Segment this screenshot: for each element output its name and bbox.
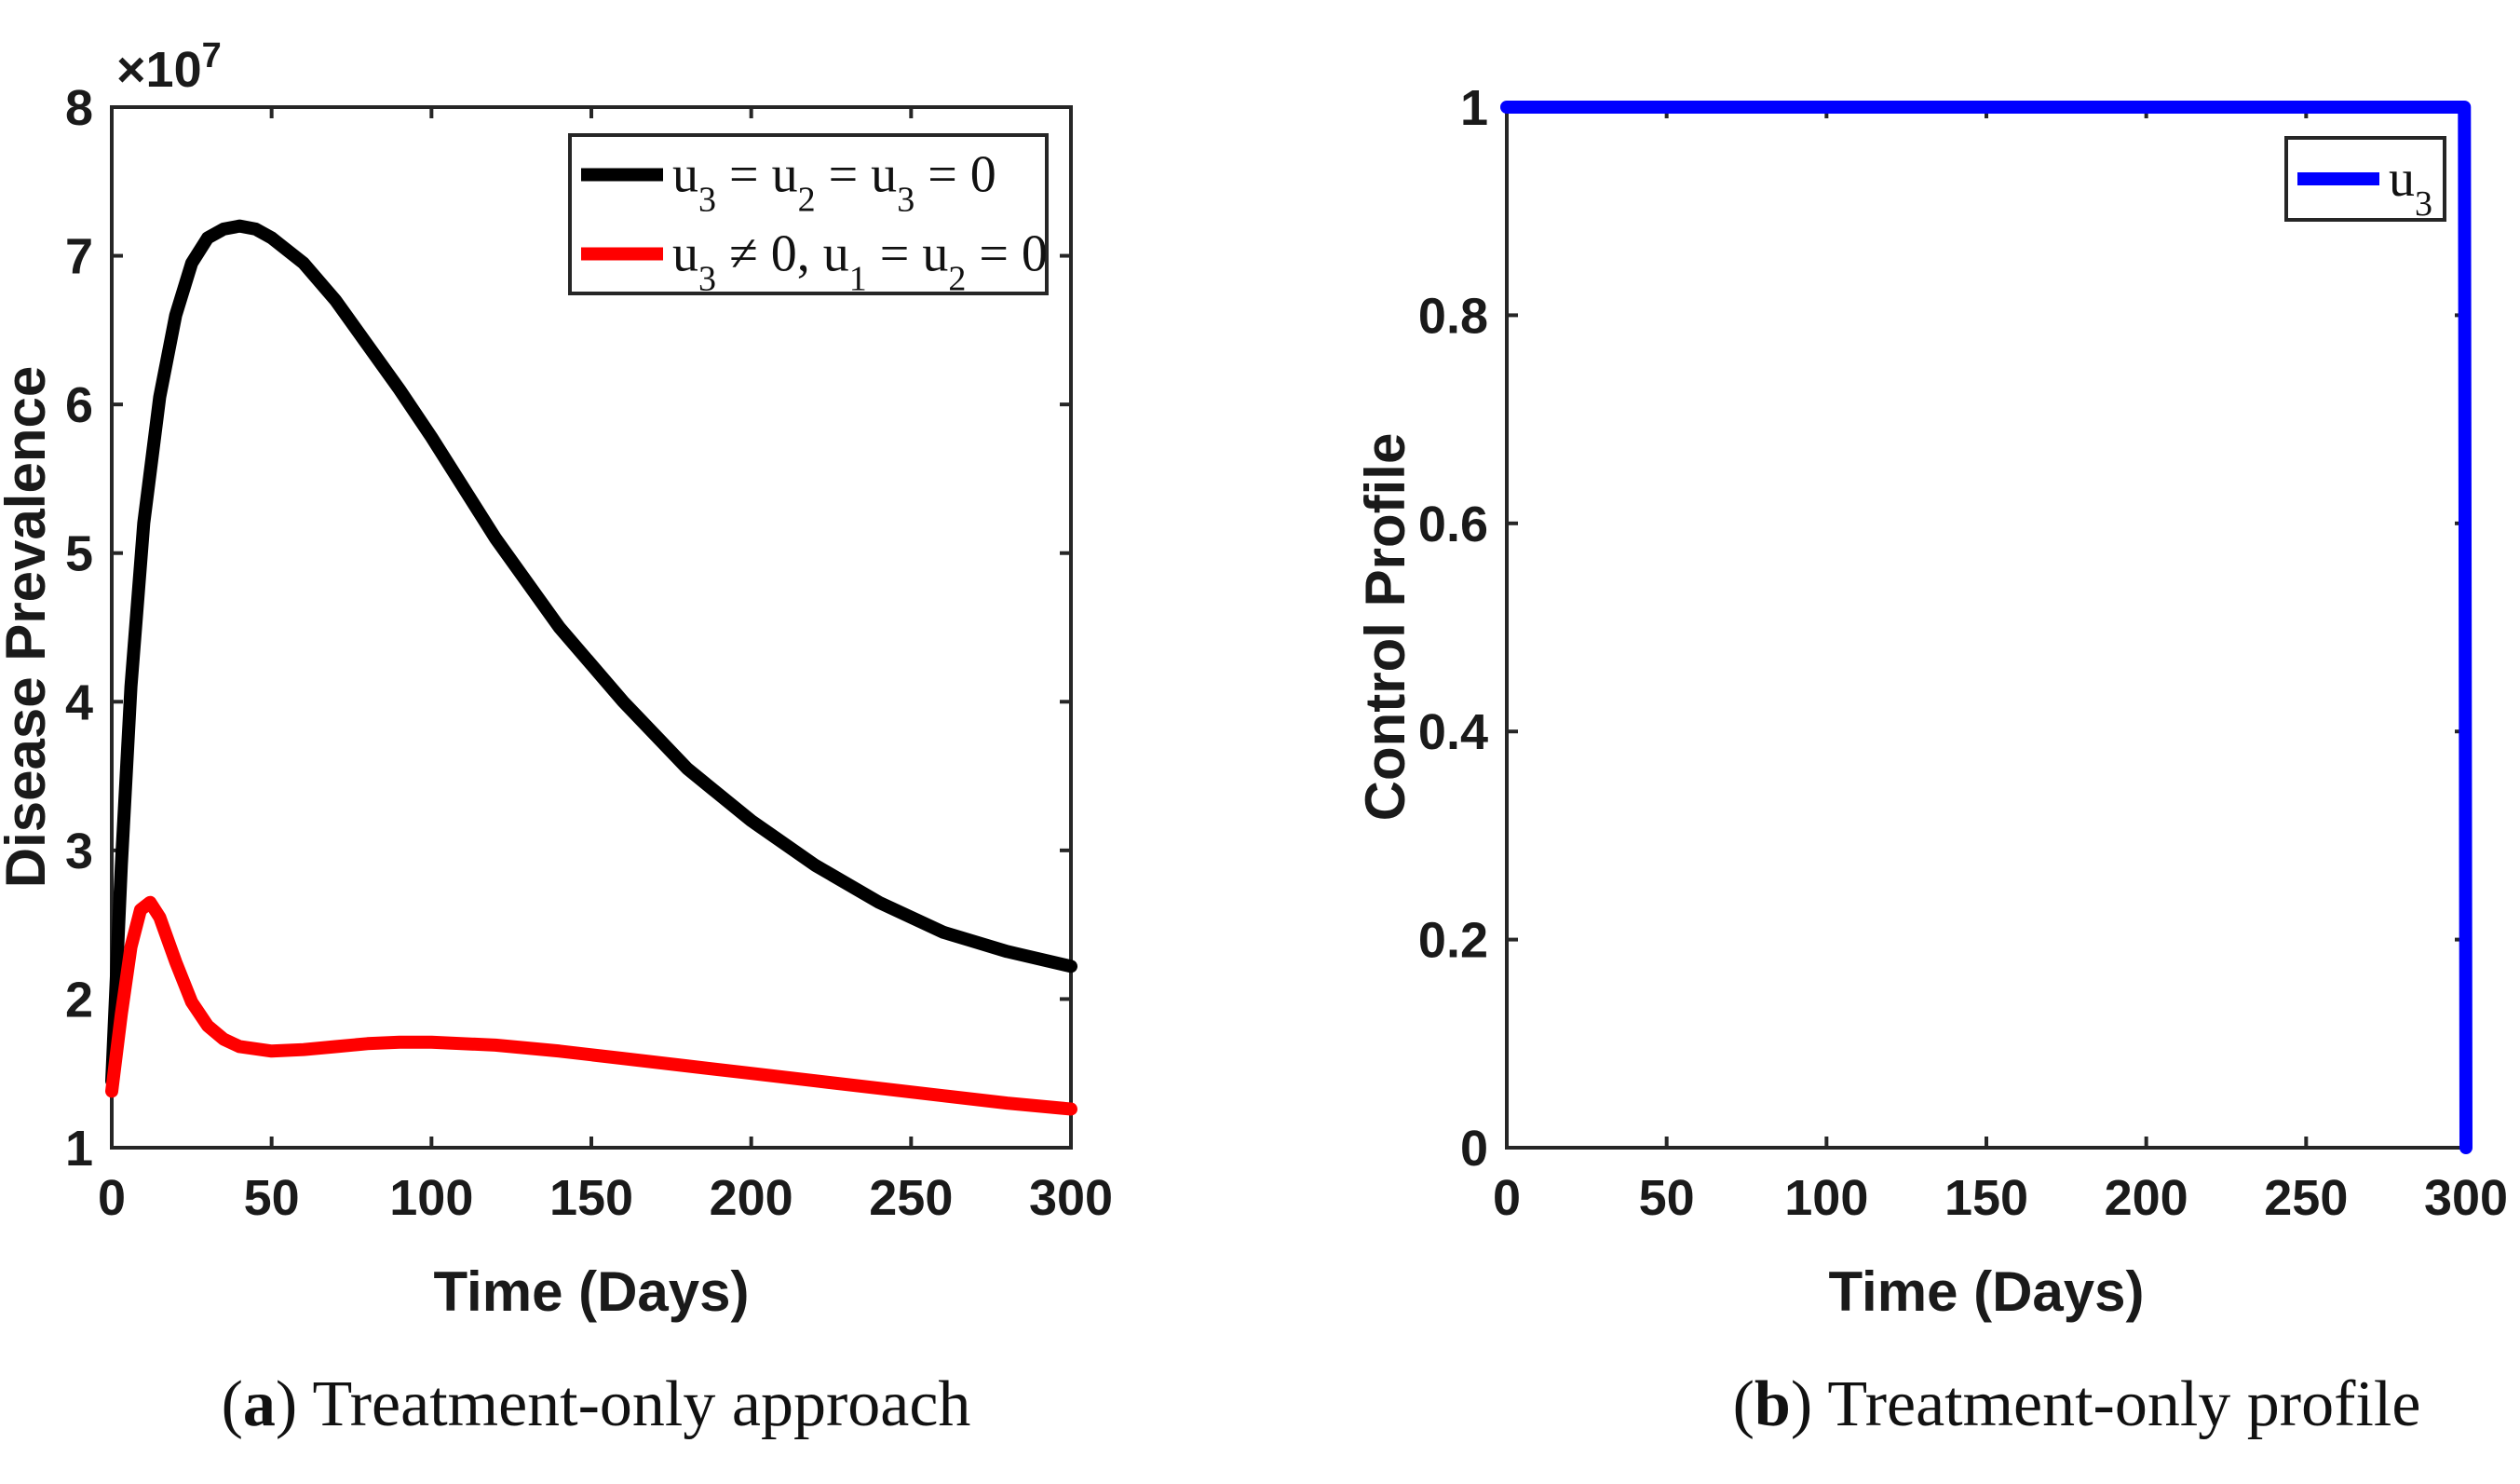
plot-area [1505, 105, 2468, 1150]
series-line-2 [105, 895, 1077, 1116]
x-tick-label: 300 [2424, 1170, 2508, 1226]
legend-box [568, 133, 1049, 295]
y-tick-label: 0.8 [1418, 288, 1488, 344]
caption-text: ) Treatment-only approach [276, 1368, 970, 1440]
panel-b: 0 50 100 150 200 250 300 0 0.2 0.4 0.6 0.8 1 u3 Time (… [1354, 80, 2508, 1440]
caption-paren: ( [1733, 1368, 1755, 1440]
x-tick-label: 150 [1944, 1170, 2028, 1226]
x-tick-label: 200 [2105, 1170, 2188, 1226]
x-tick-label: 100 [389, 1170, 473, 1226]
x-tick-label: 100 [1784, 1170, 1868, 1226]
x-tick-label: 0 [98, 1170, 126, 1226]
y-tick-label: 2 [65, 972, 93, 1028]
y-tick-label: 0.4 [1418, 704, 1488, 760]
x-tick-label: 150 [549, 1170, 633, 1226]
caption-letter: a [243, 1368, 276, 1440]
x-tick-label: 50 [244, 1170, 300, 1226]
y-tick-label: 7 [65, 229, 93, 285]
panel-caption: (a) Treatment-only approach [222, 1368, 971, 1440]
x-axis-label: Time (Days) [1828, 1260, 2144, 1323]
x-tick-label: 50 [1639, 1170, 1695, 1226]
y-tick-label: 0 [1460, 1121, 1488, 1177]
x-tick-label: 250 [869, 1170, 953, 1226]
y-axis-label: Control Profile [1354, 433, 1416, 822]
y-tick-label: 8 [65, 80, 93, 136]
y-exponent-power: 7 [202, 36, 222, 75]
caption-letter: b [1755, 1368, 1791, 1440]
y-tick-label: 5 [65, 526, 93, 582]
legend: u3 = u2 = u3 = 0u3 ≠ 0, u1 = u2 = 0 [568, 133, 1049, 299]
y-exponent-label: ×107 [116, 36, 222, 98]
caption-paren: ( [222, 1368, 243, 1440]
panel-caption: (b) Treatment-only profile [1733, 1368, 2421, 1440]
y-tick-label: 3 [65, 824, 93, 879]
y-tick-label: 4 [65, 674, 93, 730]
y-tick-label: 0.6 [1418, 497, 1488, 552]
x-axis-label: Time (Days) [433, 1260, 749, 1323]
x-tick-label: 200 [710, 1170, 793, 1226]
series-line-1 [105, 219, 1077, 1088]
y-axis-label: Disease Prevalence [0, 366, 57, 888]
y-tick-label: 6 [65, 377, 93, 433]
panel-a: 0 50 100 150 200 250 300 1 2 3 4 5 6 7 8 ×107 u3 = u2 = … [0, 36, 1113, 1440]
y-tick-label: 1 [1460, 80, 1488, 136]
legend: u3 [2284, 136, 2446, 224]
y-tick-label: 1 [65, 1121, 93, 1177]
x-tick-label: 300 [1029, 1170, 1113, 1226]
caption-text: ) Treatment-only profile [1791, 1368, 2421, 1440]
y-tick-label: 0.2 [1418, 913, 1488, 969]
series-line-1 [1500, 101, 2473, 1154]
x-tick-label: 0 [1493, 1170, 1521, 1226]
x-tick-label: 250 [2264, 1170, 2348, 1226]
